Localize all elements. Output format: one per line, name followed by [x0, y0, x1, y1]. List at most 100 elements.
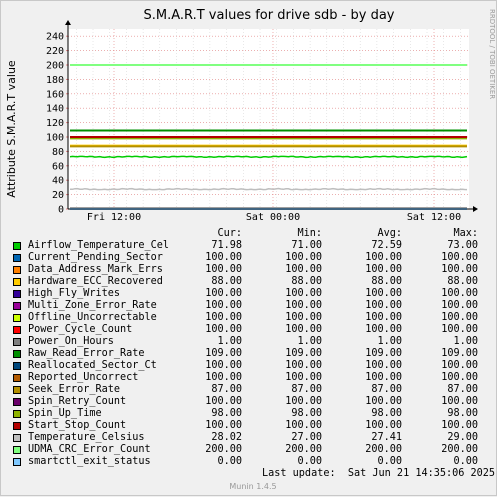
last-update-text: Last update: Sat Jun 21 14:35:06 2025: [262, 468, 496, 479]
legend-cur: 100.00: [205, 360, 242, 371]
legend-name: Raw_Read_Error_Rate: [28, 348, 145, 359]
legend-min: 200.00: [285, 444, 322, 455]
legend-avg: 87.00: [371, 384, 402, 395]
legend-swatch: [13, 374, 21, 382]
legend-name: Reallocated_Sector_Ct: [28, 360, 157, 371]
col-max-header: Max:: [453, 228, 478, 239]
legend-max: 87.00: [447, 384, 478, 395]
legend-min: 100.00: [285, 372, 322, 383]
legend-name: Start_Stop_Count: [28, 420, 127, 431]
legend-avg: 98.00: [371, 408, 402, 419]
x-tick-label: Fri 12:00: [87, 212, 141, 223]
legend-max: 100.00: [441, 372, 478, 383]
legend-min: 0.00: [297, 456, 322, 467]
legend-cur: 100.00: [205, 312, 242, 323]
legend-cur: 100.00: [205, 324, 242, 335]
legend-swatch: [13, 398, 21, 406]
legend-swatch: [13, 350, 21, 358]
x-axis-arrow: [473, 206, 478, 212]
legend-max: 73.00: [447, 240, 478, 251]
legend-row: Power_On_Hours 1.00 1.00 1.00 1.00: [1, 336, 497, 348]
legend-name: Spin_Up_Time: [28, 408, 102, 419]
last-update-row: Last update: Sat Jun 21 14:35:06 2025: [1, 468, 497, 480]
y-tick-label: 160: [46, 89, 64, 100]
legend-name: Multi_Zone_Error_Rate: [28, 300, 157, 311]
legend-avg: 100.00: [365, 300, 402, 311]
legend-max: 0.00: [453, 456, 478, 467]
legend-row: Start_Stop_Count 100.00 100.00 100.00 100.00: [1, 420, 497, 432]
legend-row: High_Fly_Writes 100.00 100.00 100.00 100.00: [1, 288, 497, 300]
legend-max: 100.00: [441, 360, 478, 371]
legend-min: 100.00: [285, 264, 322, 275]
legend-avg: 100.00: [365, 288, 402, 299]
legend-name: Airflow_Temperature_Cel: [28, 240, 170, 251]
y-tick-label: 80: [52, 147, 64, 158]
legend-min: 100.00: [285, 420, 322, 431]
col-cur-header: Cur:: [217, 228, 242, 239]
legend-header: Cur: Min: Avg: Max:: [1, 228, 497, 240]
legend-row: Current_Pending_Sector 100.00 100.00 100.00…: [1, 252, 497, 264]
x-tick-label: Sat 12:00: [407, 212, 461, 223]
legend-row: Offline_Uncorrectable 100.00 100.00 100.00 1…: [1, 312, 497, 324]
legend-swatch: [13, 290, 21, 298]
legend-min: 100.00: [285, 312, 322, 323]
legend-name: Offline_Uncorrectable: [28, 312, 157, 323]
legend-cur: 1.00: [217, 336, 242, 347]
legend-avg: 1.00: [377, 336, 402, 347]
y-tick-label: 140: [46, 104, 64, 115]
legend-name: Temperature_Celsius: [28, 432, 145, 443]
legend-min: 100.00: [285, 288, 322, 299]
rrdtool-side-label: RRDTOOL / TOBI OETIKER: [488, 9, 496, 99]
legend-avg: 109.00: [365, 348, 402, 359]
legend-name: Seek_Error_Rate: [28, 384, 121, 395]
legend-row: Seek_Error_Rate 87.00 87.00 87.00 87.00: [1, 384, 497, 396]
legend-cur: 88.00: [211, 276, 242, 287]
legend-swatch: [13, 362, 21, 370]
y-tick-label: 100: [46, 133, 64, 144]
col-avg-header: Avg:: [377, 228, 402, 239]
legend-name: smartctl_exit_status: [28, 456, 151, 467]
y-axis-arrow: [65, 20, 71, 25]
legend-name: Reported_Uncorrect: [28, 372, 139, 383]
legend-avg: 100.00: [365, 360, 402, 371]
legend-row: smartctl_exit_status 0.00 0.00 0.00 0.00: [1, 456, 497, 468]
legend-max: 100.00: [441, 300, 478, 311]
legend-cur: 100.00: [205, 288, 242, 299]
legend-row: Reallocated_Sector_Ct 100.00 100.00 100.00 1…: [1, 360, 497, 372]
legend-cur: 28.02: [211, 432, 242, 443]
legend-min: 109.00: [285, 348, 322, 359]
legend-cur: 100.00: [205, 420, 242, 431]
x-tick-label: Sat 00:00: [246, 212, 300, 223]
chart-title: S.M.A.R.T values for drive sdb - by day: [144, 8, 395, 23]
legend-row: Raw_Read_Error_Rate 109.00 109.00 109.00 109…: [1, 348, 497, 360]
y-tick-label: 0: [58, 205, 64, 216]
legend-min: 100.00: [285, 324, 322, 335]
legend-cur: 100.00: [205, 372, 242, 383]
legend-swatch: [13, 254, 21, 262]
legend-row: Multi_Zone_Error_Rate 100.00 100.00 100.00 1…: [1, 300, 497, 312]
y-tick-label: 220: [46, 46, 64, 57]
legend-avg: 100.00: [365, 396, 402, 407]
legend-max: 88.00: [447, 276, 478, 287]
col-min-header: Min:: [297, 228, 322, 239]
legend-min: 100.00: [285, 396, 322, 407]
legend-min: 100.00: [285, 252, 322, 263]
legend-swatch: [13, 434, 21, 442]
legend-cur: 100.00: [205, 300, 242, 311]
legend-swatch: [13, 278, 21, 286]
legend-cur: 87.00: [211, 384, 242, 395]
legend-name: Current_Pending_Sector: [28, 252, 163, 263]
legend-min: 1.00: [297, 336, 322, 347]
legend-min: 100.00: [285, 360, 322, 371]
legend-name: Power_Cycle_Count: [28, 324, 133, 335]
legend-max: 200.00: [441, 444, 478, 455]
legend-max: 100.00: [441, 312, 478, 323]
legend-row: Spin_Up_Time 98.00 98.00 98.00 98.00: [1, 408, 497, 420]
legend-min: 100.00: [285, 300, 322, 311]
legend-swatch: [13, 338, 21, 346]
legend-cur: 200.00: [205, 444, 242, 455]
legend-cur: 98.00: [211, 408, 242, 419]
